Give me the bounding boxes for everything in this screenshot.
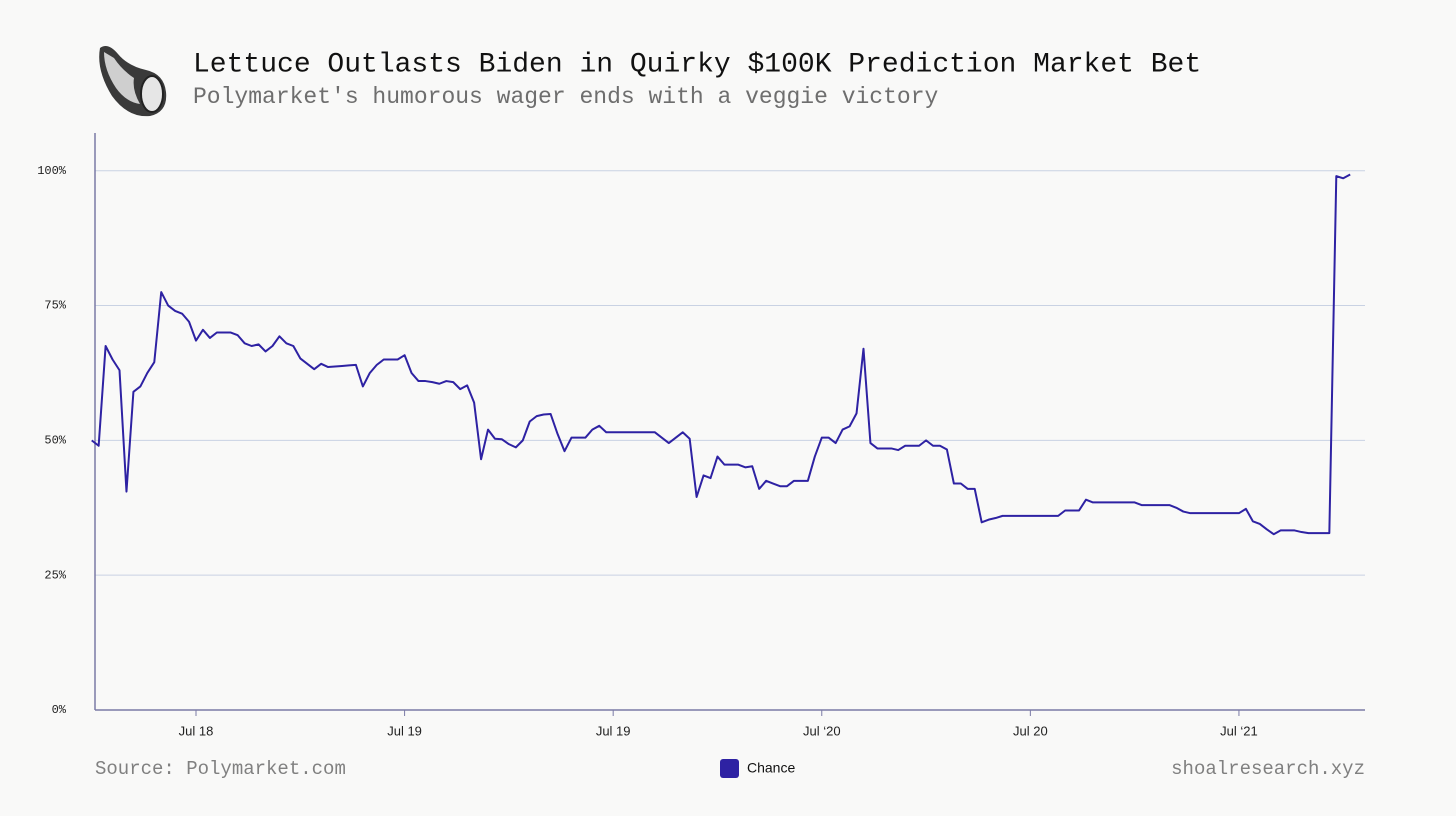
- legend-swatch: [720, 759, 739, 778]
- y-tick-label: 75%: [44, 299, 66, 313]
- x-tick-label: Jul ‘21: [1220, 723, 1258, 738]
- line-series: [91, 173, 1351, 536]
- source: Source: Polymarket.com: [95, 758, 346, 780]
- x-tick-label: Jul 20: [1013, 723, 1048, 738]
- x-tick-label: Jul 18: [179, 723, 214, 738]
- x-tick-label: Jul 19: [387, 723, 422, 738]
- legend-label: Chance: [747, 760, 795, 776]
- x-tick-label: Jul ‘20: [803, 723, 841, 738]
- y-tick-label: 100%: [37, 164, 67, 178]
- y-tick-label: 50%: [44, 434, 66, 448]
- chart-title: Lettuce Outlasts Biden in Quirky $100K P…: [193, 49, 1201, 80]
- x-tick-label: Jul 19: [596, 723, 631, 738]
- logo: [99, 46, 167, 117]
- y-tick-label: 0%: [52, 703, 67, 717]
- chart-subtitle: Polymarket's humorous wager ends with a …: [193, 84, 939, 110]
- y-tick-label: 25%: [44, 568, 66, 582]
- credit: shoalresearch.xyz: [1171, 758, 1365, 780]
